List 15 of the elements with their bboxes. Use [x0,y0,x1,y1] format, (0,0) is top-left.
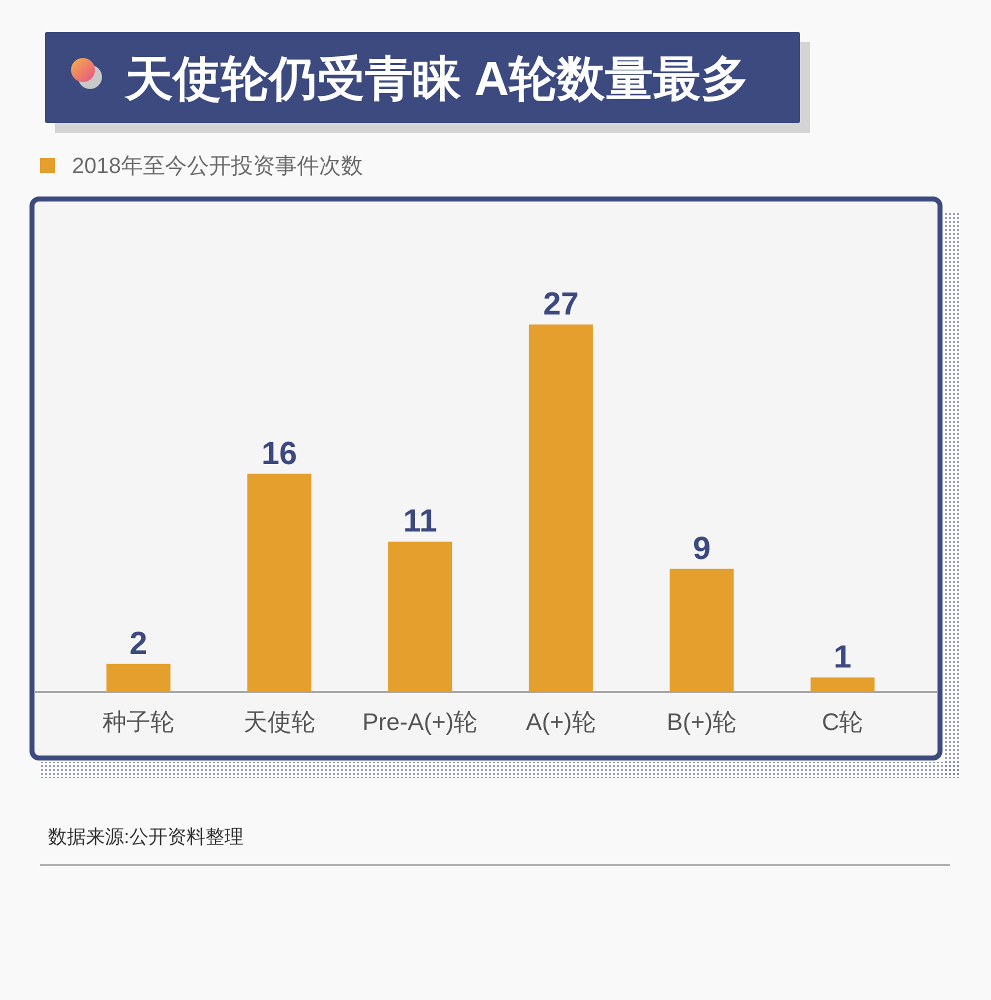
data-label: 1 [834,638,852,674]
annotation: 数据来源:公开资料整理 [48,827,244,848]
x-tick-label: B(+)轮 [666,709,737,736]
x-tick-label: Pre-A(+)轮 [362,709,478,736]
data-label: 2 [130,624,148,661]
data-label: 27 [543,286,579,322]
legend-label: 2018年至今公开投资事件次数 [72,153,363,178]
title: 天使轮仍受青睐 A轮数量最多 [125,53,749,106]
x-tick-label: 天使轮 [243,709,316,736]
data-label: 9 [692,530,711,566]
data-label: 16 [261,434,298,471]
x-tick-label: 种子轮 [102,709,174,736]
data-label: 11 [403,502,437,539]
x-tick-label: C轮 [822,709,864,736]
x-tick-label: A(+)轮 [526,709,596,736]
